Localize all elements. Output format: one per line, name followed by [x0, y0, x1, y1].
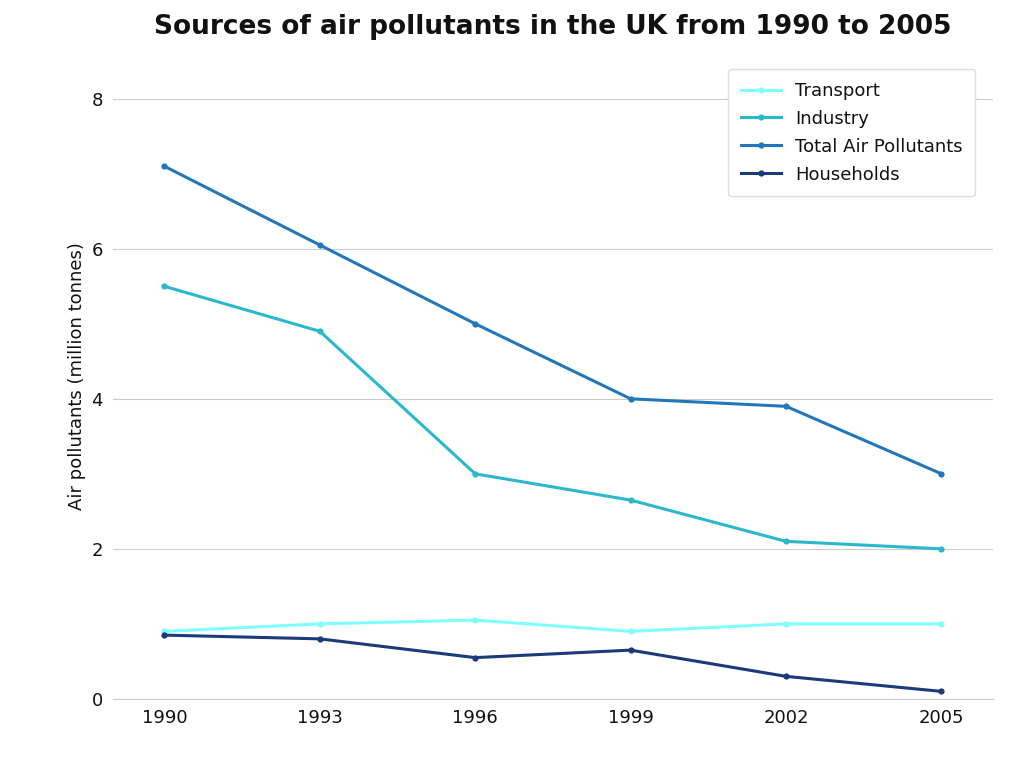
Households: [469, 653, 481, 662]
Industry: [625, 495, 637, 505]
Households: [313, 634, 326, 644]
Total Air Pollutants: [935, 469, 947, 478]
Line: Total Air Pollutants: Total Air Pollutants: [162, 163, 944, 477]
Legend: Transport, Industry, Total Air Pollutants, Households: Transport, Industry, Total Air Pollutant…: [728, 69, 976, 197]
Total Air Pollutants: [313, 240, 326, 250]
Transport: [780, 619, 793, 628]
Title: Sources of air pollutants in the UK from 1990 to 2005: Sources of air pollutants in the UK from…: [155, 15, 951, 40]
Total Air Pollutants: [625, 394, 637, 403]
Line: Transport: Transport: [162, 617, 944, 634]
Households: [159, 631, 171, 640]
Line: Households: Households: [162, 632, 944, 694]
Industry: [469, 469, 481, 478]
Total Air Pollutants: [780, 402, 793, 411]
Households: [625, 646, 637, 655]
Transport: [935, 619, 947, 628]
Industry: [935, 545, 947, 554]
Total Air Pollutants: [469, 319, 481, 329]
Total Air Pollutants: [159, 162, 171, 171]
Households: [780, 672, 793, 681]
Line: Industry: Industry: [162, 283, 944, 552]
Industry: [313, 326, 326, 336]
Y-axis label: Air pollutants (million tonnes): Air pollutants (million tonnes): [68, 243, 86, 510]
Industry: [159, 282, 171, 291]
Transport: [159, 627, 171, 636]
Transport: [625, 627, 637, 636]
Households: [935, 687, 947, 696]
Industry: [780, 537, 793, 546]
Transport: [313, 619, 326, 628]
Transport: [469, 615, 481, 624]
